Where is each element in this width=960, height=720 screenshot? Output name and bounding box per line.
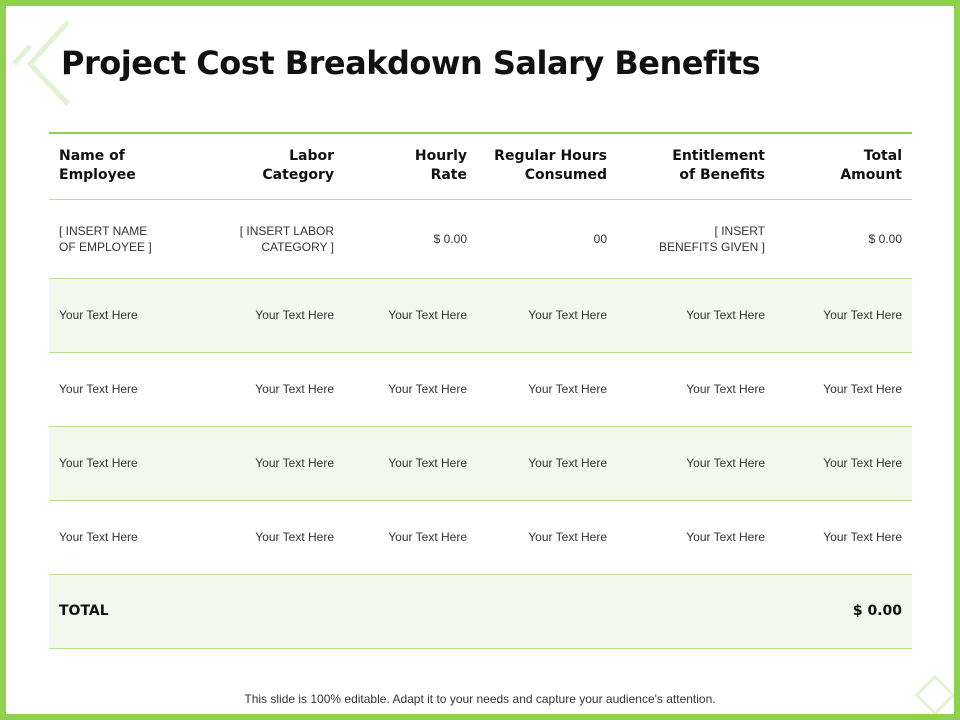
table-cell: $ 0.00	[775, 199, 912, 279]
column-header-line: Labor	[289, 148, 334, 165]
table-cell: Your Text Here	[49, 278, 179, 353]
table-row: Your Text Here Your Text Here Your Text He…	[49, 426, 912, 501]
cell-line: BENEFITS GIVEN ]	[658, 239, 765, 254]
table-cell: Your Text Here	[617, 426, 775, 501]
column-header: Labor Category	[179, 132, 344, 200]
table-cell: Your Text Here	[775, 426, 912, 501]
column-header: Total Amount	[775, 132, 912, 200]
table-cell: Your Text Here	[49, 426, 179, 501]
column-header-line: Total	[863, 148, 902, 165]
table-cell: Your Text Here	[179, 278, 344, 353]
table-cell: Your Text Here	[477, 352, 617, 427]
cost-table-container: Name of Employee Labor Category Hourly Rate Re…	[49, 132, 912, 649]
cell-line: $ 0.00	[433, 231, 467, 246]
column-header-line: Regular Hours	[494, 148, 607, 165]
cell-line: CATEGORY ]	[261, 239, 334, 254]
cell-line: [ INSERT	[714, 223, 765, 238]
table-cell: [ INSERT BENEFITS GIVEN ]	[617, 199, 775, 279]
column-header-line: Hourly	[414, 148, 467, 165]
column-header-line: Consumed	[524, 167, 607, 184]
table-cell: [ INSERT LABOR CATEGORY ]	[179, 199, 344, 279]
total-label: TOTAL	[49, 574, 775, 649]
column-header-line: Category	[262, 167, 334, 184]
column-header-line: Name of	[59, 148, 125, 165]
table-cell: Your Text Here	[179, 426, 344, 501]
table-cell: Your Text Here	[344, 278, 477, 353]
column-header: Name of Employee	[49, 132, 179, 200]
column-header: Entitlement of Benefits	[617, 132, 775, 200]
table-cell: Your Text Here	[775, 500, 912, 575]
column-header: Regular Hours Consumed	[477, 132, 617, 200]
header-row: Name of Employee Labor Category Hourly Rate Re…	[49, 132, 912, 200]
column-header-line: Rate	[430, 167, 467, 184]
table-cell: Your Text Here	[179, 352, 344, 427]
total-amount: $ 0.00	[775, 574, 912, 649]
page-title: Project Cost Breakdown Salary Benefits	[61, 44, 761, 82]
table-body: [ INSERT NAME OF EMPLOYEE ][ INSERT LABOR…	[49, 199, 912, 649]
column-header-line: Amount	[840, 167, 902, 184]
table-cell: Your Text Here	[49, 352, 179, 427]
cell-line: OF EMPLOYEE ]	[59, 239, 152, 254]
table-cell: Your Text Here	[344, 500, 477, 575]
table-cell: Your Text Here	[477, 426, 617, 501]
table-row: [ INSERT NAME OF EMPLOYEE ][ INSERT LABOR…	[49, 199, 912, 279]
total-row: TOTAL $ 0.00	[49, 574, 912, 649]
table-cell: Your Text Here	[477, 500, 617, 575]
table-cell: Your Text Here	[617, 500, 775, 575]
table-row: Your Text Here Your Text Here Your Text He…	[49, 352, 912, 427]
column-header-line: Employee	[59, 167, 136, 184]
table-cell: Your Text Here	[775, 278, 912, 353]
corner-diamond-decoration-small	[914, 674, 954, 714]
footer-note: This slide is 100% editable. Adapt it to…	[244, 692, 716, 706]
table-cell: Your Text Here	[344, 426, 477, 501]
cost-breakdown-table: Name of Employee Labor Category Hourly Rate Re…	[49, 132, 912, 649]
cell-line: [ INSERT LABOR	[239, 223, 334, 238]
table-cell: Your Text Here	[344, 352, 477, 427]
table-cell: $ 0.00	[344, 199, 477, 279]
column-header-line: Entitlement	[672, 148, 765, 165]
table-row: Your Text Here Your Text Here Your Text He…	[49, 500, 912, 575]
cell-line: 00	[593, 231, 607, 246]
table-cell: Your Text Here	[49, 500, 179, 575]
cell-line: [ INSERT NAME	[59, 223, 148, 238]
cell-line: $ 0.00	[868, 231, 902, 246]
table-cell: Your Text Here	[477, 278, 617, 353]
table-cell: Your Text Here	[617, 278, 775, 353]
table-row: Your Text Here Your Text Here Your Text He…	[49, 278, 912, 353]
corner-diamond-decoration	[12, 20, 70, 106]
table-cell: Your Text Here	[617, 352, 775, 427]
table-cell: [ INSERT NAME OF EMPLOYEE ]	[49, 199, 179, 279]
column-header: Hourly Rate	[344, 132, 477, 200]
table-cell: Your Text Here	[775, 352, 912, 427]
table-cell: 00	[477, 199, 617, 279]
table-cell: Your Text Here	[179, 500, 344, 575]
column-header-line: of Benefits	[679, 167, 765, 184]
